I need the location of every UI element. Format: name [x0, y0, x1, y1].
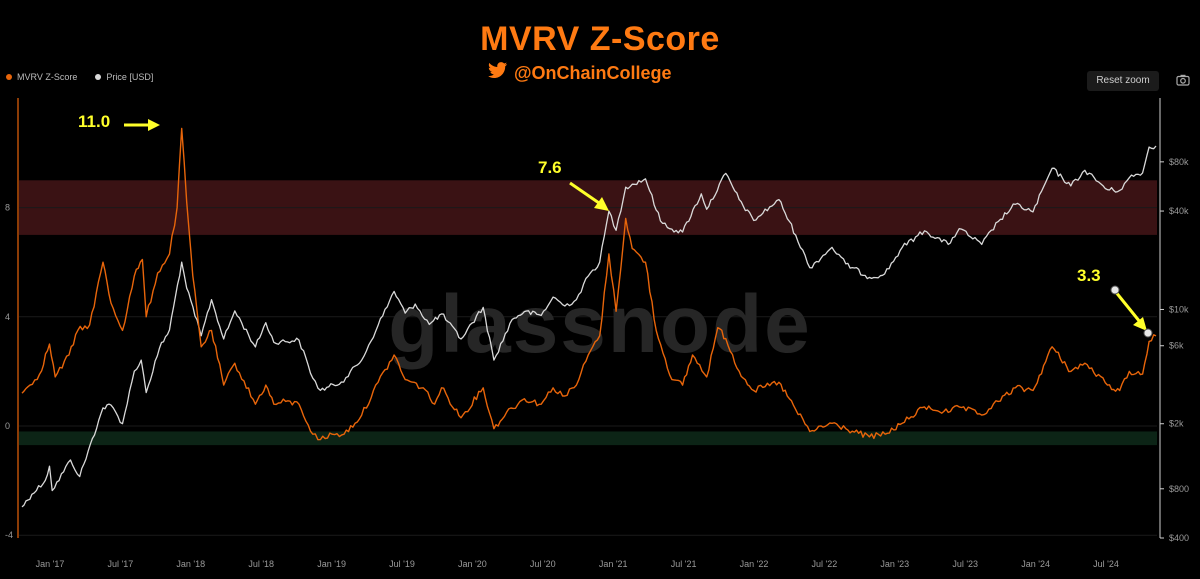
marker-dot-start: [1110, 285, 1120, 295]
chart-title: MVRV Z-Score: [480, 20, 720, 58]
x-tick-label: Jan '18: [176, 559, 205, 569]
y-right-tick-label: $6k: [1169, 341, 1184, 351]
y-right-tick-label: $10k: [1169, 304, 1189, 314]
y-right-tick-label: $40k: [1169, 206, 1189, 216]
arrow-2021-head: [594, 197, 609, 211]
reset-zoom-button[interactable]: Reset zoom: [1087, 71, 1159, 91]
x-tick-label: Jan '22: [740, 559, 769, 569]
camera-icon[interactable]: [1176, 73, 1190, 87]
legend-item-price[interactable]: Price [USD]: [95, 72, 153, 82]
legend-item-zscore[interactable]: MVRV Z-Score: [6, 72, 77, 82]
legend-label-price: Price [USD]: [106, 72, 154, 82]
x-tick-label: Jan '21: [599, 559, 628, 569]
series-line-price: [21, 145, 1157, 508]
series-line-zscore: [21, 127, 1157, 441]
annotation-peak-2021: 7.6: [538, 158, 562, 177]
watermark: glassnode: [388, 279, 812, 370]
annotation-current: 3.3: [1077, 266, 1101, 285]
x-tick-label: Jul '23: [952, 559, 978, 569]
legend-label-zscore: MVRV Z-Score: [17, 72, 78, 82]
twitter-bird-icon: [488, 62, 508, 84]
y-right-tick-label: $800: [1169, 484, 1189, 494]
y-left-tick-label: -4: [5, 530, 13, 540]
legend-dot-price: [95, 74, 102, 80]
arrow-2017-head: [148, 119, 160, 131]
x-tick-label: Jul '17: [108, 559, 134, 569]
arrow-current-head: [1133, 317, 1147, 331]
y-left-tick-label: 8: [5, 203, 10, 213]
y-left-tick-label: 4: [5, 312, 10, 322]
x-tick-label: Jul '19: [389, 559, 415, 569]
x-tick-label: Jul '18: [248, 559, 274, 569]
x-tick-label: Jul '21: [671, 559, 697, 569]
twitter-handle[interactable]: @OnChainCollege: [488, 62, 672, 84]
x-tick-label: Jul '24: [1093, 559, 1119, 569]
x-tick-label: Jan '17: [36, 559, 65, 569]
y-left-tick-label: 0: [5, 421, 10, 431]
y-right-tick-label: $2k: [1169, 419, 1184, 429]
x-tick-label: Jul '22: [812, 559, 838, 569]
arrow-2021-shaft: [569, 181, 600, 205]
x-tick-label: Jan '20: [458, 559, 487, 569]
y-right-tick-label: $400: [1169, 533, 1189, 543]
x-tick-label: Jan '19: [317, 559, 346, 569]
y-right-tick-label: $80k: [1169, 157, 1189, 167]
legend: MVRV Z-Score Price [USD]: [6, 72, 153, 82]
x-tick-label: Jan '24: [1021, 559, 1050, 569]
handle-text: @OnChainCollege: [514, 62, 672, 83]
legend-dot-zscore: [6, 74, 12, 80]
annotation-peak-2017: 11.0: [78, 112, 111, 131]
marker-dot-current: [1143, 328, 1153, 338]
x-tick-label: Jul '20: [530, 559, 556, 569]
x-tick-label: Jan '23: [880, 559, 909, 569]
band-green: [19, 431, 1157, 446]
arrow-current-shaft: [1113, 290, 1142, 323]
